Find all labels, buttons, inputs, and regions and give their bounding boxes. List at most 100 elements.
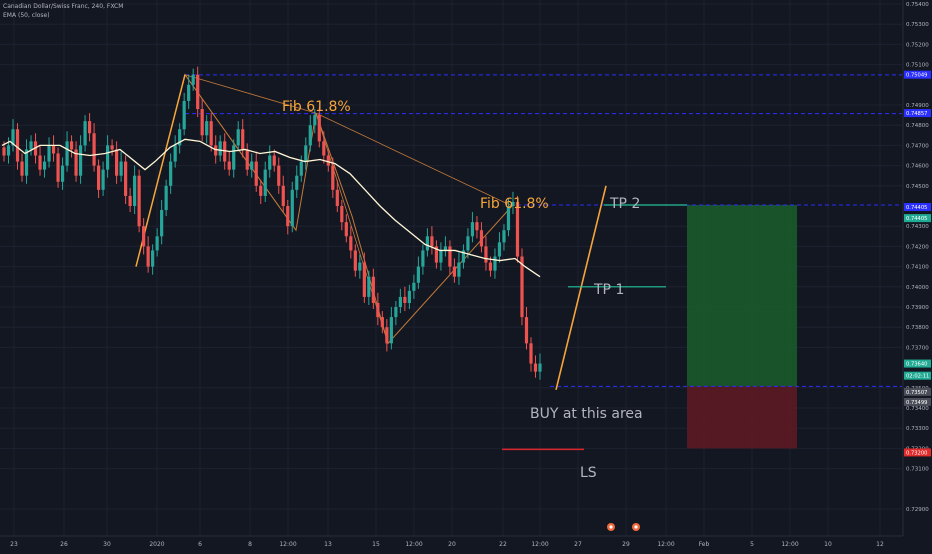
candle-body — [209, 121, 213, 146]
candle-body — [376, 302, 380, 318]
price-tick-label: 0.75200 — [906, 42, 929, 48]
candle-body — [254, 161, 258, 186]
candle-body — [322, 141, 326, 156]
candle-body — [353, 250, 357, 271]
candle-body — [313, 115, 317, 126]
candle-body — [448, 246, 452, 267]
candle-body — [169, 161, 173, 186]
candle-body — [164, 185, 168, 211]
zigzag-connector — [184, 74, 297, 231]
price-badge-label: 0.75049 — [906, 73, 927, 79]
price-tick-label: 0.74900 — [906, 103, 929, 109]
candle-body — [200, 109, 204, 136]
price-badge — [904, 214, 931, 223]
candle-body — [96, 165, 101, 190]
candle-body — [277, 165, 281, 186]
time-tick-label: Feb — [699, 541, 710, 548]
price-tick-label: 0.74600 — [906, 164, 929, 170]
candle-body — [227, 161, 231, 170]
candle-body — [538, 363, 542, 372]
candle-body — [295, 175, 299, 190]
candle-body — [497, 242, 502, 257]
candle-body — [146, 246, 150, 267]
tp1-label: TP 1 — [593, 282, 624, 298]
candle-body — [308, 125, 312, 146]
time-tick-label: 12:00 — [531, 541, 548, 548]
candle-body — [425, 236, 429, 251]
candle-body — [119, 161, 123, 176]
candle-body — [24, 149, 29, 176]
candle-body — [191, 74, 195, 85]
candle-body — [218, 141, 222, 156]
price-tick-label: 0.73100 — [906, 467, 929, 473]
price-badge-label: 0.73640 — [906, 362, 927, 368]
time-tick-label: 13 — [324, 541, 332, 548]
buy-label: BUY at this area — [530, 406, 643, 422]
price-badge-label: 02:02:11 — [906, 374, 929, 380]
candle-body — [101, 169, 105, 190]
candle-body — [133, 175, 137, 206]
zigzag-connector — [184, 74, 317, 114]
candle-body — [407, 290, 411, 303]
candle-body — [358, 262, 362, 271]
candle-body — [506, 206, 511, 231]
candle-body — [137, 175, 141, 227]
price-tick-label: 0.75100 — [906, 63, 929, 69]
candle-body — [20, 161, 24, 176]
candle-body — [74, 149, 78, 176]
fib-label-2: Fib 61.8% — [480, 196, 549, 212]
time-tick-label: 27 — [574, 541, 582, 548]
candle-body — [335, 189, 339, 206]
price-tick-label: 0.74500 — [906, 184, 929, 190]
time-tick-label: 20 — [448, 541, 456, 548]
candle-body — [124, 161, 128, 196]
time-tick-label: 12:00 — [657, 541, 674, 548]
ema50-line — [1, 138, 541, 278]
candle-body — [412, 282, 416, 291]
candle-body — [272, 155, 276, 166]
tp2-label: TP 2 — [609, 196, 640, 212]
candle-body — [56, 153, 60, 182]
candle-body — [533, 363, 538, 372]
candle-body — [2, 147, 6, 156]
price-tick-label: 0.75300 — [906, 22, 929, 28]
candle-body — [362, 262, 366, 297]
price-tick-label: 0.72900 — [906, 507, 929, 513]
candle-body — [151, 250, 155, 267]
time-tick-label: 10 — [824, 541, 832, 548]
candle-body — [380, 317, 384, 328]
candle-body — [299, 161, 303, 176]
horizontal-levels — [185, 74, 902, 387]
candle-body — [466, 236, 470, 251]
time-tick-label: 5 — [750, 541, 754, 548]
candle-body — [286, 206, 290, 227]
candle-body — [394, 307, 398, 318]
candle-body — [475, 222, 479, 231]
price-tick-label: 0.73400 — [906, 406, 929, 412]
price-tick-label: 0.74000 — [906, 285, 929, 291]
candle-body — [38, 155, 42, 170]
candle-body — [47, 145, 51, 162]
price-badge-label: 0.73499 — [906, 400, 927, 406]
candle-body — [443, 246, 448, 251]
price-tick-label: 0.74300 — [906, 224, 929, 230]
time-tick-label: 23 — [10, 541, 18, 548]
candle-body — [461, 250, 466, 263]
price-axis-bg — [903, 0, 932, 550]
time-tick-label: 6 — [198, 541, 202, 548]
position-zones — [687, 204, 797, 449]
time-tick-label: 2020 — [149, 541, 164, 548]
candle-body — [205, 121, 209, 136]
candle-body — [142, 226, 146, 247]
candle-body — [452, 266, 457, 277]
candle-body — [403, 296, 407, 303]
time-tick-label: 29 — [622, 541, 630, 548]
annotation-labels: Fib 61.8% Fib 61.8% TP 2 TP 1 BUY at this ar… — [282, 99, 643, 481]
candle-body — [493, 256, 497, 271]
price-badge — [904, 371, 931, 380]
candle-body — [196, 74, 200, 110]
candle-body — [344, 222, 348, 237]
time-tick-label: 8 — [248, 541, 252, 548]
candle-body — [51, 145, 56, 154]
